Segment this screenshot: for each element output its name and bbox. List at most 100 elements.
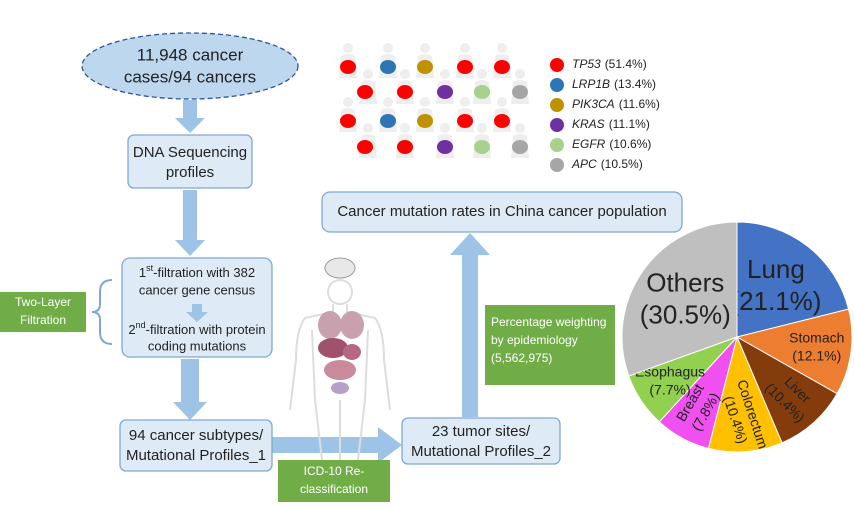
mutation-dot — [357, 85, 373, 99]
start-node — [81, 32, 299, 100]
annotation-box — [0, 292, 86, 332]
node-box — [119, 419, 273, 472]
pie-label: Lung(21.1%) — [730, 254, 821, 316]
mutation-dot — [340, 114, 356, 128]
node-text: Cancer mutation rates in China cancer po… — [337, 203, 666, 220]
legend-rate: (11.1%) — [609, 117, 650, 131]
node-text: 23 tumor sites/ — [432, 423, 531, 440]
legend-text: TP53 (51.4%) — [572, 57, 647, 71]
legend-gene: KRAS — [572, 117, 605, 131]
person-head — [440, 69, 450, 79]
person-head — [460, 97, 470, 107]
legend-text: EGFR (10.6%) — [572, 137, 651, 151]
person-head — [477, 123, 487, 133]
arrow — [450, 233, 490, 417]
legend-swatch — [550, 138, 564, 152]
legend-gene: PIK3CA — [572, 97, 615, 111]
legend-text: PIK3CA (11.6%) — [572, 97, 660, 111]
legend-swatch — [550, 118, 564, 132]
person-head — [383, 97, 393, 107]
mutation-dot — [494, 60, 510, 74]
legend-rate: (13.4%) — [614, 77, 656, 91]
pie-value-label: (7.7%) — [649, 381, 690, 397]
person-head — [420, 43, 430, 53]
person-head — [477, 69, 487, 79]
legend-text: APC (10.5%) — [571, 157, 643, 171]
mutation-dot — [340, 60, 356, 74]
node-box — [127, 134, 253, 189]
annotation-text: ICD-10 Re- — [304, 464, 365, 478]
pie-slice — [735, 335, 838, 444]
node-text: profiles — [166, 164, 214, 181]
node-text: 94 cancer subtypes/ — [129, 427, 264, 444]
mutation-dot — [457, 114, 473, 128]
arrow — [173, 359, 207, 420]
mutation-dot — [437, 85, 453, 99]
node-text: Mutational Profiles_1 — [126, 447, 266, 464]
legend-rate: (10.6%) — [609, 137, 651, 151]
pie-category: Stomach — [789, 330, 844, 346]
annotation-box — [485, 305, 615, 385]
mutation-dot — [397, 85, 413, 99]
arrow — [175, 100, 205, 133]
person-head — [515, 123, 525, 133]
people-grid — [339, 43, 529, 158]
pie-category: Others — [646, 268, 724, 298]
annotation-box — [278, 460, 390, 502]
node-text: -filtration with 382 — [153, 265, 255, 280]
mutation-dot — [380, 114, 396, 128]
arrow — [272, 427, 402, 463]
node-text: Mutational Profiles_2 — [411, 443, 551, 460]
annotation-text: (5,562,975) — [491, 351, 552, 365]
person-head — [383, 43, 393, 53]
person-head — [400, 123, 410, 133]
ordinal: 2 — [128, 322, 135, 337]
legend-text: LRP1B (13.4%) — [572, 77, 656, 91]
pie-label: Stomach (12.1%) — [789, 330, 844, 364]
pie-value-label: (30.5%) — [640, 300, 731, 330]
pie-value-label: (21.1%) — [730, 286, 821, 316]
person-head — [363, 69, 373, 79]
legend-rate: (10.5%) — [601, 157, 643, 171]
person-head — [497, 97, 507, 107]
ordinal-suffix: st — [146, 263, 154, 273]
node-box — [401, 417, 561, 465]
body-figure — [289, 257, 391, 461]
person-head — [343, 43, 353, 53]
legend-gene: APC — [571, 157, 597, 171]
mutation-dot — [494, 114, 510, 128]
person-head — [420, 97, 430, 107]
person-head — [400, 69, 410, 79]
ordinal: 1 — [139, 265, 146, 280]
node-text: 11,948 cancer — [137, 45, 244, 64]
node-text: DNA Sequencing — [133, 144, 247, 161]
arrow — [186, 304, 208, 322]
mutation-dot — [512, 85, 528, 99]
mutation-dot — [380, 60, 396, 74]
person-head — [440, 123, 450, 133]
person-head — [343, 97, 353, 107]
pie-value-label: (12.1%) — [792, 348, 841, 364]
annotation-text: by epidemiology — [491, 333, 578, 347]
node-text: cancer gene census — [139, 282, 256, 297]
mutation-dot — [474, 85, 490, 99]
legend-rate: (11.6%) — [619, 97, 660, 111]
legend-swatch — [550, 158, 564, 172]
arrow — [175, 190, 205, 256]
node-box — [321, 191, 683, 233]
legend-gene: LRP1B — [572, 77, 610, 91]
ordinal-suffix: nd — [136, 320, 146, 330]
node-text: 1st-filtration with 382 — [139, 263, 255, 280]
mutation-dot — [417, 60, 433, 74]
person-head — [515, 69, 525, 79]
person-head — [460, 43, 470, 53]
legend-gene: EGFR — [572, 137, 606, 151]
pie-slice — [621, 221, 738, 377]
pie-slice — [735, 308, 853, 395]
legend-gene: TP53 — [572, 57, 601, 71]
legend-text: KRAS (11.1%) — [572, 117, 650, 131]
mutation-dot — [357, 140, 373, 154]
mutation-dot — [474, 140, 490, 154]
mutation-dot — [512, 140, 528, 154]
